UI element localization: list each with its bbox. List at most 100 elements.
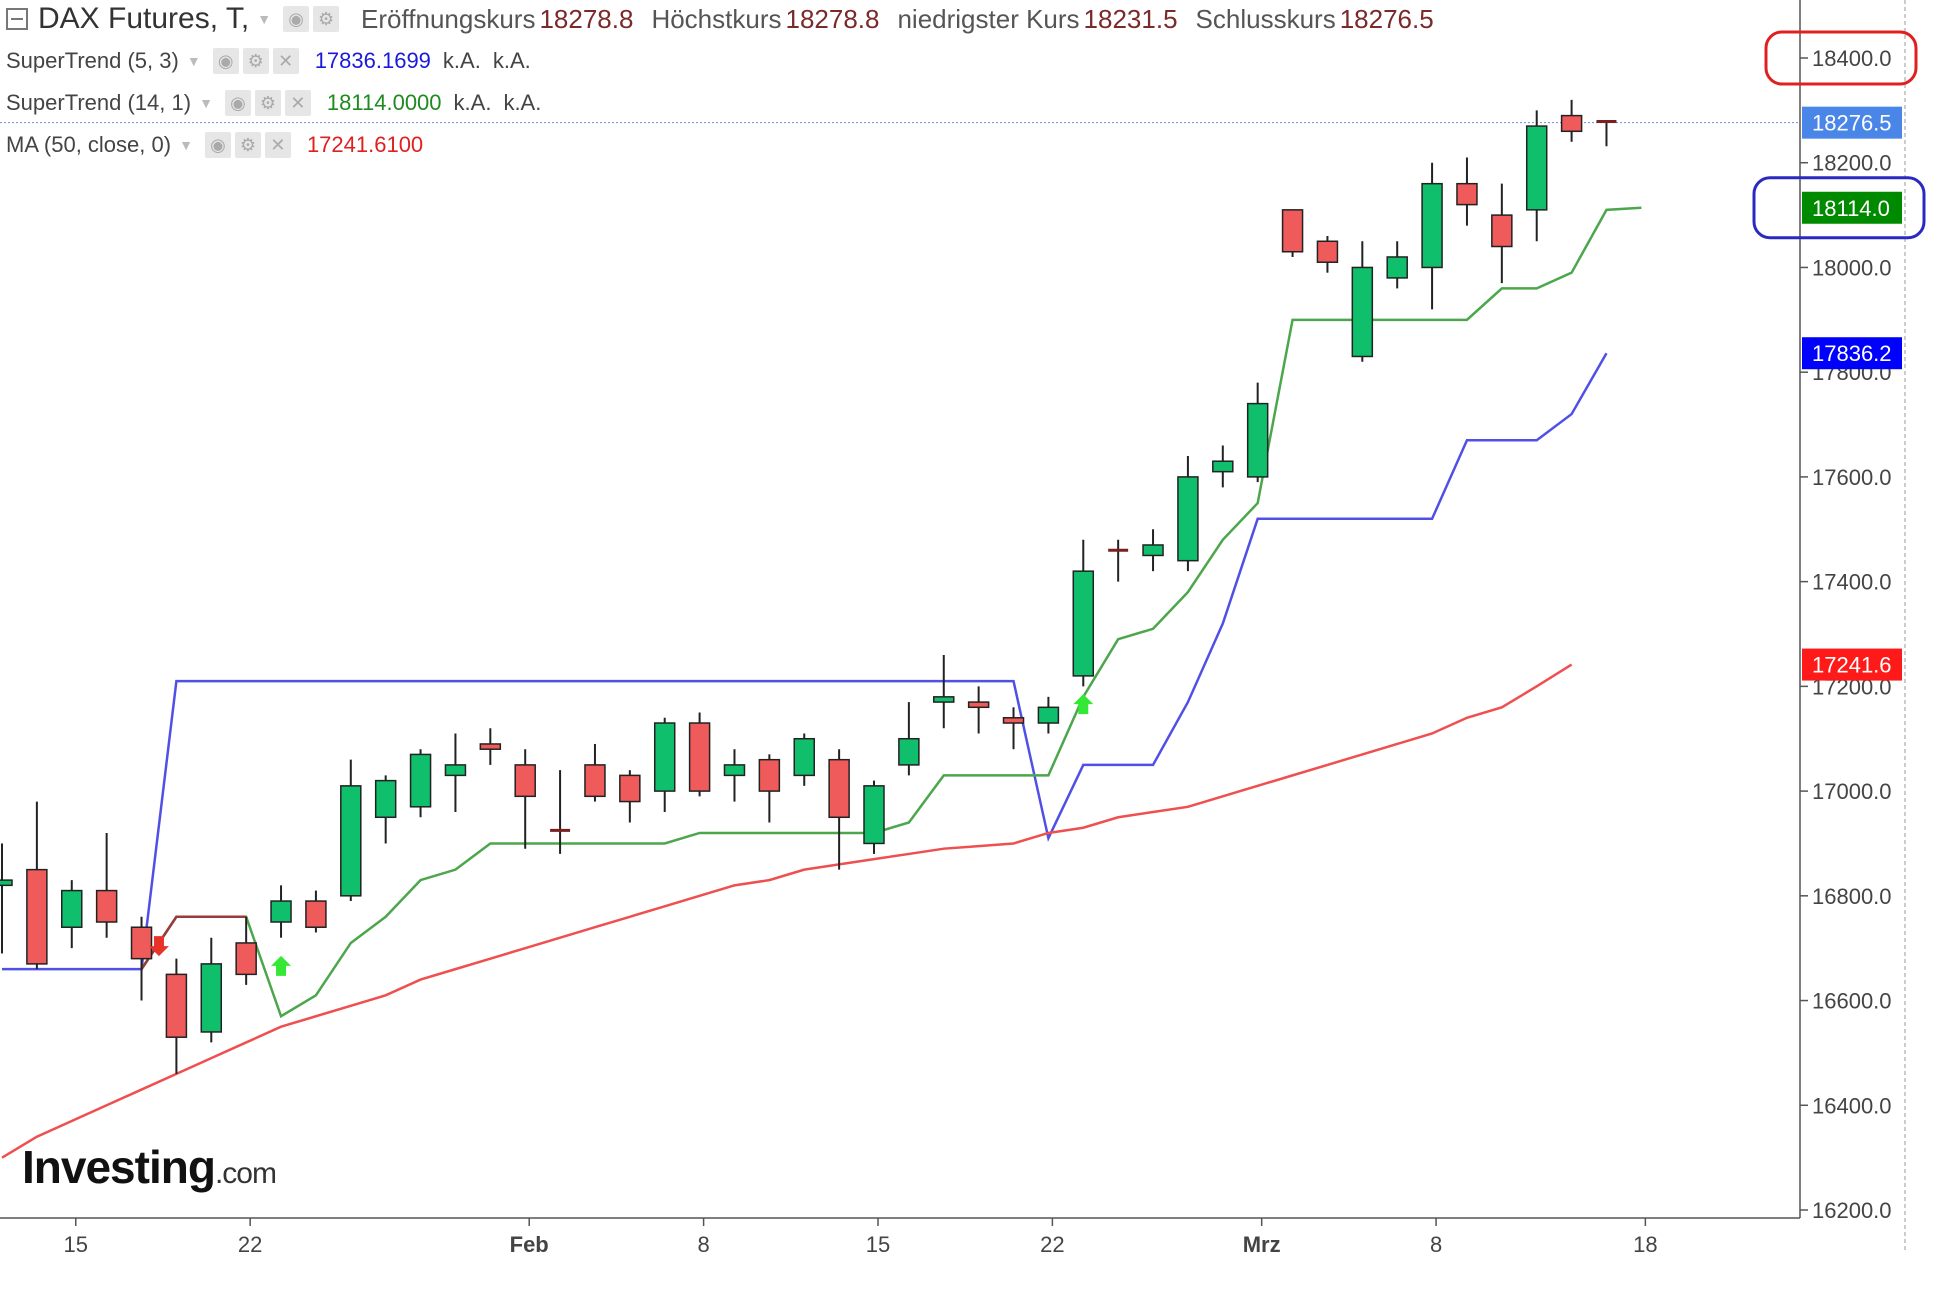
collapse-icon[interactable] <box>6 8 28 30</box>
candle-body <box>1002 717 1025 724</box>
candle-body <box>793 737 815 777</box>
x-tick-label: 8 <box>1430 1232 1442 1257</box>
candle-body <box>130 926 153 960</box>
candle-body <box>653 722 676 792</box>
candle-body <box>0 879 13 887</box>
candle-body <box>863 785 885 845</box>
x-tick-label: 15 <box>866 1232 890 1257</box>
price-tag-label: 18276.5 <box>1812 111 1892 136</box>
highlight-supertrend-tag <box>1752 176 1926 240</box>
x-tick-label: 15 <box>64 1232 88 1257</box>
candle-body <box>444 764 467 777</box>
eye-icon[interactable]: ◉ <box>283 6 310 32</box>
candle-body <box>1316 240 1339 263</box>
candle-body <box>1525 125 1548 211</box>
logo-brand: Investing <box>22 1141 216 1193</box>
x-tick-label: Mrz <box>1243 1232 1281 1257</box>
candle-body <box>305 900 327 928</box>
y-tick-label: 16600.0 <box>1812 989 1892 1014</box>
title-dropdown-icon[interactable]: ▼ <box>257 11 272 27</box>
indicator-extra: k.A. <box>442 48 481 73</box>
eye-icon[interactable]: ◉ <box>212 48 239 74</box>
x-tick-label: Feb <box>510 1232 549 1257</box>
price-tag <box>1802 337 1902 370</box>
candle-body <box>1246 402 1269 478</box>
indicator-legend-supertrend-5-3: SuperTrend (5, 3) ▼ ◉ ⚙ ✕ 17836.1699 k.A… <box>6 48 531 74</box>
supertrend-bearish-line <box>140 915 247 970</box>
logo-suffix: .com <box>214 1157 277 1190</box>
candle-body <box>1421 182 1443 269</box>
up-arrow-icon <box>1073 694 1094 715</box>
candle-body <box>514 764 536 798</box>
close-icon[interactable]: ✕ <box>264 132 291 158</box>
candle-body <box>1142 544 1164 557</box>
candle-body <box>933 696 955 703</box>
y-tick-label: 17600.0 <box>1812 465 1892 490</box>
chart-title: DAX Futures, T, <box>38 2 250 35</box>
candle-body <box>374 779 397 819</box>
indicator-dropdown-icon[interactable]: ▼ <box>179 137 193 153</box>
indicator-value: 17241.6100 <box>306 132 424 157</box>
y-tick-label: 18000.0 <box>1812 255 1892 280</box>
gear-icon[interactable]: ⚙ <box>242 48 269 74</box>
price-tag <box>1802 106 1902 139</box>
gear-icon[interactable]: ⚙ <box>254 90 281 116</box>
ohlc-close-value: 18276.5 <box>1339 3 1434 34</box>
indicator-dropdown-icon[interactable]: ▼ <box>199 95 213 111</box>
candle-body <box>340 785 362 897</box>
candle-body <box>1386 256 1408 279</box>
indicator-extra: k.A. <box>503 90 542 115</box>
y-tick-label: 17000.0 <box>1812 779 1892 804</box>
indicator-name: SuperTrend (14, 1) <box>6 90 192 115</box>
candle-body <box>1491 214 1513 248</box>
candle-body <box>1072 570 1095 677</box>
ohlc-close-label: Schlusskurs <box>1195 3 1336 34</box>
investing-logo: Investing.com <box>22 1140 277 1194</box>
indicator-value: 18114.0000 <box>326 90 442 115</box>
candle-body <box>584 764 606 798</box>
series-line <box>140 206 1642 1019</box>
close-icon[interactable]: ✕ <box>284 90 311 116</box>
candle-body <box>1281 209 1304 253</box>
candle-body <box>61 889 83 928</box>
price-tag <box>1802 191 1902 224</box>
ohlc-low-value: 18231.5 <box>1083 3 1178 34</box>
series-line <box>1 663 1573 1159</box>
candle-body <box>235 942 257 976</box>
candle-body <box>409 753 432 808</box>
candle-body <box>1456 182 1478 206</box>
gear-icon[interactable]: ⚙ <box>313 6 340 32</box>
eye-icon[interactable]: ◉ <box>204 132 231 158</box>
indicator-legend-ma-50: MA (50, close, 0) ▼ ◉ ⚙ ✕ 17241.6100 <box>6 132 423 158</box>
candle-body <box>1351 266 1374 358</box>
candle-body <box>619 774 641 803</box>
candle-body <box>270 900 292 923</box>
candle-body <box>688 722 711 792</box>
y-tick-label: 17400.0 <box>1812 570 1892 595</box>
y-tick-label: 16200.0 <box>1812 1198 1892 1223</box>
indicator-dropdown-icon[interactable]: ▼ <box>186 53 201 69</box>
x-tick-label: 8 <box>697 1232 709 1257</box>
indicator-name: MA (50, close, 0) <box>6 132 172 157</box>
ohlc-high-label: Höchstkurs <box>651 3 782 34</box>
price-tag <box>1802 648 1902 681</box>
candle-body <box>898 737 920 766</box>
ohlc-open-value: 18278.8 <box>539 3 634 34</box>
ohlc-high-value: 18278.8 <box>785 3 880 34</box>
candle-body <box>1212 460 1234 473</box>
close-icon[interactable]: ✕ <box>272 48 299 74</box>
indicator-extra: k.A. <box>453 90 492 115</box>
candle-body <box>95 889 118 923</box>
candle-body <box>758 758 781 792</box>
gear-icon[interactable]: ⚙ <box>234 132 261 158</box>
candle-body <box>828 758 850 819</box>
up-arrow-icon <box>271 955 292 976</box>
candle-body <box>1177 476 1199 562</box>
indicator-name: SuperTrend (5, 3) <box>6 48 179 73</box>
y-tick-label: 18400.0 <box>1812 46 1892 71</box>
candle-body <box>165 973 188 1038</box>
eye-icon[interactable]: ◉ <box>224 90 251 116</box>
y-tick-label: 16400.0 <box>1812 1093 1892 1118</box>
candle-body <box>200 963 223 1033</box>
